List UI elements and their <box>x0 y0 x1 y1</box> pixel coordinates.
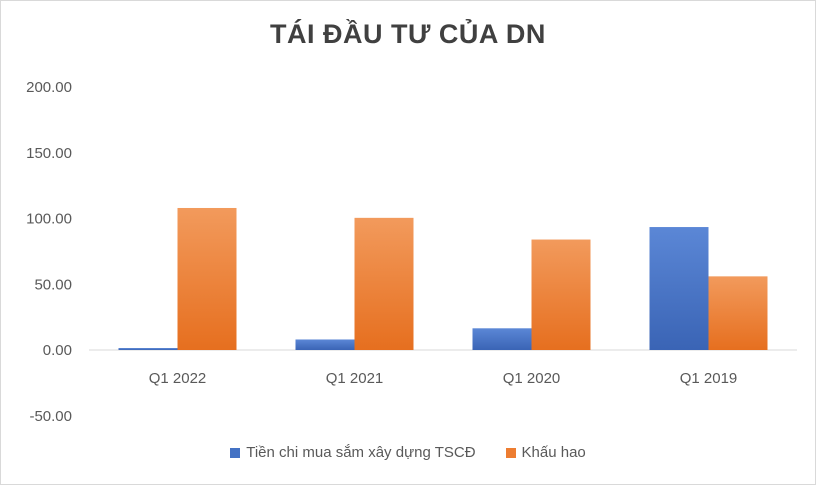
y-tick-label: -50.00 <box>29 408 72 425</box>
legend-label-series-2: Khấu hao <box>521 444 586 461</box>
x-tick-label: Q1 2022 <box>149 370 207 387</box>
x-tick-label: Q1 2020 <box>503 370 561 387</box>
bar-series-2 <box>531 239 591 350</box>
x-tick-label: Q1 2019 <box>680 370 738 387</box>
bar-series-1 <box>118 348 178 350</box>
bar-series-2 <box>177 207 237 350</box>
y-tick-label: 50.00 <box>34 276 72 293</box>
bar-series-1 <box>649 227 709 350</box>
bar-series-1 <box>472 328 532 350</box>
bar-series-2 <box>708 276 768 350</box>
chart-title: TÁI ĐẦU TƯ CỦA DN <box>270 19 546 49</box>
y-tick-label: 100.00 <box>26 211 72 228</box>
legend-swatch-series-1 <box>230 447 241 458</box>
y-tick-label: 0.00 <box>43 342 72 359</box>
bar-series-2 <box>354 217 414 350</box>
y-tick-label: 200.00 <box>26 79 72 96</box>
legend-label-series-1: Tiền chi mua sắm xây dựng TSCĐ <box>246 444 476 461</box>
bar-series-1 <box>295 339 355 350</box>
y-tick-label: 150.00 <box>26 145 72 162</box>
legend-item-series-1: Tiền chi mua sắm xây dựng TSCĐ <box>230 444 476 461</box>
legend-item-series-2: Khấu hao <box>505 444 586 461</box>
legend-swatch-series-2 <box>505 447 516 458</box>
chart-legend: Tiền chi mua sắm xây dựng TSCĐ Khấu hao <box>1 444 815 461</box>
x-tick-label: Q1 2021 <box>326 370 384 387</box>
